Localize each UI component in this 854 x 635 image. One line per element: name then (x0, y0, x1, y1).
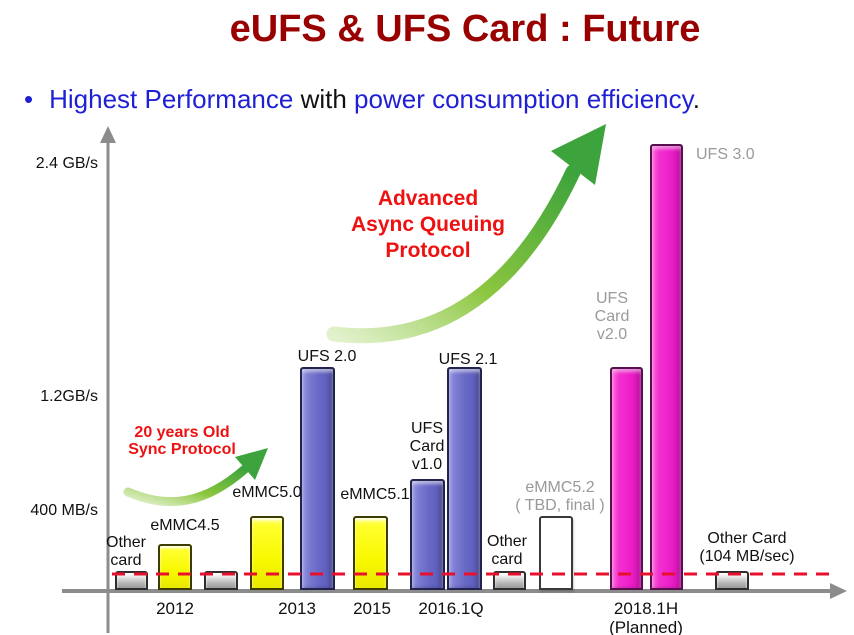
bar-emmc5-0 (250, 516, 284, 590)
bar-ufs-card-v1-0 (410, 479, 445, 590)
x-tick-4: 2018.1H (Planned) (609, 599, 683, 635)
bar-ufs2-1 (447, 367, 482, 590)
bar-label-ufs2-0: UFS 2.0 (297, 348, 357, 365)
bar-ufs-card-v2-0 (610, 367, 643, 590)
page-title: eUFS & UFS Card : Future (229, 8, 701, 50)
small-growth-arrowhead-icon (235, 448, 268, 480)
x-tick-2: 2015 (353, 599, 391, 618)
x-tick-3: 2016.1Q (418, 599, 484, 618)
bar-other-card-2013 (204, 571, 238, 590)
bar-label-ufs-card-v1-0: UFS Card v1.0 (409, 420, 445, 473)
bar-other-card-2012 (115, 571, 148, 590)
bar-label-ufs3-0: UFS 3.0 (696, 146, 755, 163)
annotation-old-protocol: 20 years Old Sync Protocol (128, 424, 236, 458)
bar-other-card-2016 (493, 571, 526, 590)
bar-label-other-card-2012: Other card (105, 534, 147, 569)
x-axis-arrow-icon (830, 583, 847, 599)
bar-label-ufs-card-v2-0: UFS Card v2.0 (594, 290, 630, 343)
bar-emmc5-1 (353, 516, 388, 590)
bar-ufs2-0 (300, 367, 335, 590)
bar-label-emmc5-1: eMMC5.1 (340, 486, 410, 503)
y-tick-2: 400 MB/s (30, 502, 98, 519)
big-growth-arrow-icon (326, 164, 581, 344)
bullet-icon: • (24, 84, 34, 114)
bullet-text-period: . (692, 84, 700, 114)
x-tick-0: 2012 (156, 599, 194, 618)
bullet-text-efficiency: power consumption efficiency (346, 84, 693, 114)
bullet-text-with: with (300, 84, 347, 114)
bar-other-card-future (715, 571, 749, 590)
bar-emmc5-2 (539, 516, 573, 590)
y-tick-1: 1.2GB/s (40, 388, 98, 405)
bar-label-emmc5-2: eMMC5.2( TBD, final ) (515, 479, 605, 514)
bar-label-other-card-2016: Other card (486, 533, 528, 568)
bullet-text-highlight: Highest Performance (49, 84, 301, 114)
annotation-advanced-protocol: Advanced Async Queuing Protocol (350, 187, 506, 262)
bullet-line: • Highest Performance with power consumpt… (24, 84, 844, 115)
y-axis-arrow-icon (100, 126, 116, 143)
bar-label-emmc4-5: eMMC4.5 (150, 517, 220, 534)
bar-label-other-card-future: Other Card (104 MB/sec) (699, 530, 795, 565)
bar-emmc4-5 (158, 544, 192, 590)
small-growth-arrow-icon (123, 464, 250, 507)
bar-ufs3-0 (650, 144, 683, 590)
y-tick-0: 2.4 GB/s (35, 155, 98, 172)
x-tick-1: 2013 (278, 599, 316, 618)
bar-label-emmc5-0: eMMC5.0 (232, 484, 302, 501)
bar-label-ufs2-1: UFS 2.1 (438, 351, 498, 368)
big-growth-arrowhead-icon (551, 124, 606, 185)
